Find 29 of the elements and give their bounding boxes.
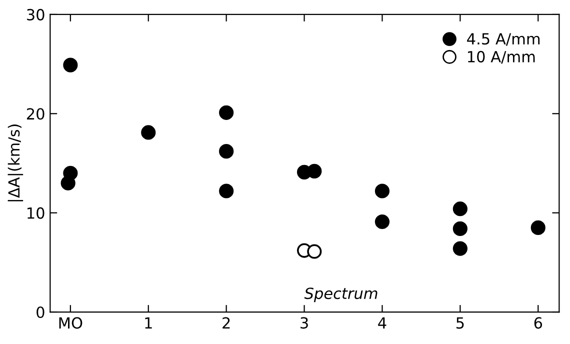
x-tick-label: 5 [456, 317, 464, 329]
point [307, 244, 322, 259]
point [307, 164, 322, 178]
x-tick-label: 2 [222, 317, 230, 328]
point [63, 58, 78, 72]
point [530, 220, 546, 236]
x-tick-label: 4 [378, 317, 386, 328]
y-tick-label: 30 [27, 8, 44, 20]
point [60, 176, 76, 190]
y-axis-title: |ΔA|(km/s) [8, 124, 24, 202]
point [219, 144, 234, 159]
legend-label: 10 A/mm [468, 50, 535, 64]
point [219, 184, 234, 198]
point [141, 125, 156, 140]
x-tick-label: MO [59, 317, 82, 329]
y-tick-label: 20 [26, 108, 44, 120]
legend-label: 4.5 A/mm [467, 33, 540, 46]
y-tick-label: 0 [36, 306, 44, 318]
point [452, 202, 468, 216]
y-tick-label: 10 [28, 207, 44, 219]
point [452, 241, 468, 256]
x-tick-label: 1 [145, 317, 152, 328]
x-axis-title: Spectrum [304, 288, 378, 302]
x-tick-label: 6 [534, 317, 542, 329]
x-tick-label: 3 [300, 317, 308, 329]
point [219, 105, 234, 120]
point [374, 214, 390, 230]
point [452, 221, 468, 236]
point [374, 184, 390, 198]
